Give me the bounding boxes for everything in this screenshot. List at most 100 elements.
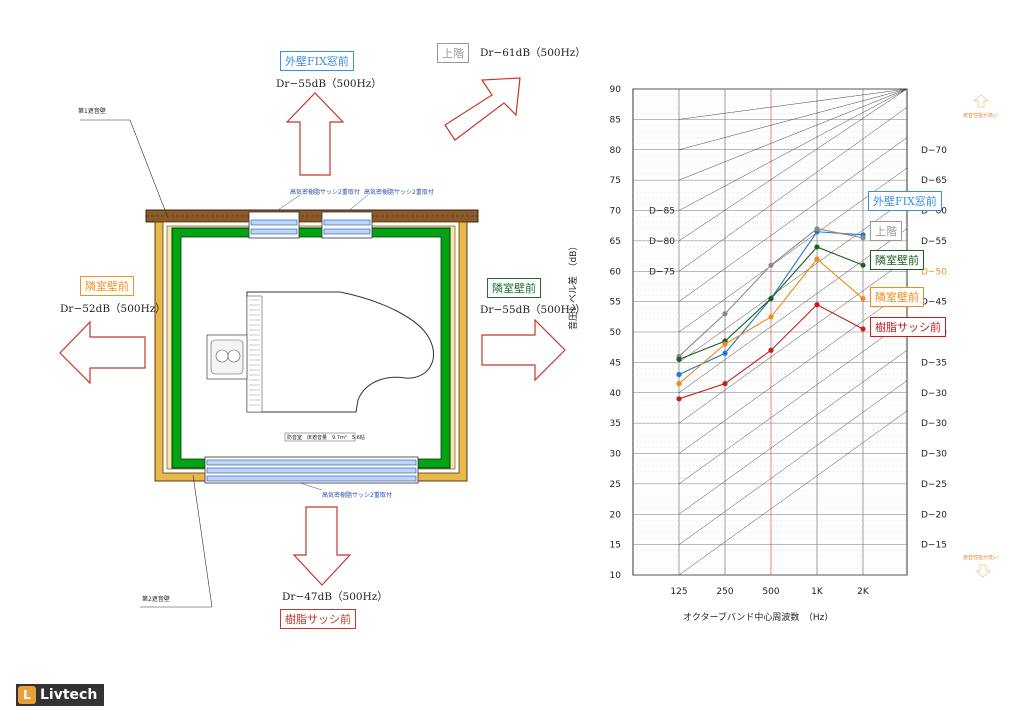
floor-plan	[59, 77, 566, 608]
value-exterior-window: Dr−55dB（500Hz）	[276, 78, 382, 90]
d-label-right: D−45	[921, 298, 947, 308]
livtech-logo: L Livtech	[16, 684, 104, 706]
d-label-left: D−80	[649, 237, 675, 247]
d-curve-line	[678, 410, 908, 576]
data-point	[814, 256, 820, 262]
arrow-up-right	[444, 77, 521, 141]
d-label-right: D−30	[921, 450, 947, 460]
note-wall2: 第2遮音壁	[142, 596, 170, 603]
d-curve-line	[678, 319, 908, 485]
logo-mark-icon: L	[18, 686, 36, 704]
data-point	[768, 314, 774, 320]
data-point	[676, 356, 682, 362]
note-room-caption: 防音室 床遮音量 9.7m² 5.6帖	[287, 435, 365, 441]
d-label-right: D−60	[921, 207, 947, 217]
x-tick-label: 125	[670, 587, 687, 597]
d-curve-line	[678, 350, 908, 515]
d-label-right: D−15	[921, 541, 947, 551]
legend-neighbor-orange: 隣室壁前	[870, 287, 924, 307]
d-curve-line	[678, 380, 908, 545]
y-tick-label: 90	[610, 85, 622, 95]
value-resin-sash: Dr−47dB（500Hz）	[282, 591, 388, 603]
note-window-top-a: 高気密樹脂サッシ2重取付	[290, 189, 360, 196]
d-curve-line	[678, 107, 908, 272]
y-tick-label: 25	[610, 480, 621, 490]
x-tick-label: 1K	[811, 587, 824, 597]
y-tick-label: 40	[610, 389, 622, 399]
d-curve-line	[678, 88, 908, 242]
value-upstairs: Dr−61dB（500Hz）	[480, 47, 586, 59]
arrow-down	[292, 506, 352, 586]
chart-ylabel: 音圧レベル差 （dB）	[569, 241, 579, 330]
side-note-bottom: 遮音性能が低い	[963, 555, 999, 561]
x-tick-label: 2K	[857, 587, 870, 597]
y-tick-label: 20	[610, 510, 622, 520]
d-label-right: D−65	[921, 176, 947, 186]
y-tick-label: 60	[610, 267, 622, 277]
d-curve-line	[678, 88, 908, 150]
label-upstairs: 上階	[437, 43, 469, 63]
data-point	[722, 341, 728, 347]
chart-xlabel: オクターブバンド中心周波数 （Hz）	[683, 613, 834, 623]
arrow-up-icon	[973, 94, 989, 108]
data-point	[814, 226, 820, 232]
sound-insulation-chart: 10 15 20 25 30 35 40 45 50 55 60 65 70 75 80 85 90 125 250…	[610, 85, 948, 597]
y-tick-label: 75	[610, 176, 621, 186]
data-point	[676, 396, 682, 402]
arrow-down-icon	[975, 564, 991, 578]
arrow-left	[59, 320, 146, 385]
label-neighbor-right: 隣室壁前	[487, 278, 541, 298]
d-label-left: D−85	[649, 207, 675, 217]
logo-text: Livtech	[40, 687, 98, 703]
value-neighbor-right: Dr−55dB（500Hz）	[480, 304, 586, 316]
d-label-left: D−75	[649, 267, 675, 277]
d-curve-line	[678, 289, 908, 454]
d-label-right: D−35	[921, 358, 947, 368]
data-point	[722, 350, 728, 356]
legend-upstairs: 上階	[870, 221, 902, 241]
data-point	[860, 295, 866, 302]
d-label-right: D−20	[921, 510, 947, 520]
legend-resin-sash: 樹脂サッシ前	[870, 317, 946, 337]
y-tick-label: 35	[610, 419, 621, 429]
data-point	[814, 244, 820, 250]
d-curve-line	[678, 137, 908, 302]
note-window-bottom: 高気密樹脂サッシ2重取付	[322, 492, 392, 499]
data-point	[676, 371, 682, 378]
arrow-up	[285, 92, 345, 176]
data-point	[860, 326, 866, 332]
d-curve-line	[678, 88, 908, 211]
d-label-right: D−70	[921, 146, 947, 156]
data-point	[768, 262, 774, 268]
d-curve-line	[678, 258, 908, 424]
note-window-top-b: 高気密樹脂サッシ2重取付	[364, 189, 434, 196]
side-note-top: 遮音性能が高い	[963, 113, 999, 119]
data-point	[722, 381, 728, 387]
x-tick-label: 250	[716, 587, 733, 597]
label-neighbor-left: 隣室壁前	[80, 276, 134, 296]
value-neighbor-left: Dr−52dB（500Hz）	[60, 303, 166, 315]
d-curve-line	[678, 228, 908, 393]
data-point	[814, 302, 820, 308]
d-label-right: D−25	[921, 480, 947, 490]
y-tick-label: 10	[610, 571, 622, 581]
d-label-right: D−30	[921, 419, 947, 429]
legend-neighbor-green: 隣室壁前	[870, 250, 924, 270]
y-tick-label: 30	[610, 450, 622, 460]
data-point	[722, 311, 728, 317]
y-tick-label: 50	[610, 328, 622, 338]
y-tick-label: 80	[610, 146, 622, 156]
data-point	[768, 295, 774, 302]
legend-exterior: 外壁FIX窓前	[868, 191, 942, 211]
data-point	[860, 235, 866, 241]
piano	[246, 291, 435, 413]
label-resin-sash: 樹脂サッシ前	[280, 609, 356, 629]
data-point	[860, 262, 866, 268]
y-tick-label: 15	[610, 541, 621, 551]
d-label-right: D−55	[921, 237, 947, 247]
d-curve-line	[678, 88, 908, 120]
d-curve-line	[678, 88, 908, 181]
label-exterior-window: 外壁FIX窓前	[280, 51, 354, 71]
d-label-right: D−30	[921, 389, 947, 399]
note-wall1: 第1遮音壁	[78, 108, 106, 115]
